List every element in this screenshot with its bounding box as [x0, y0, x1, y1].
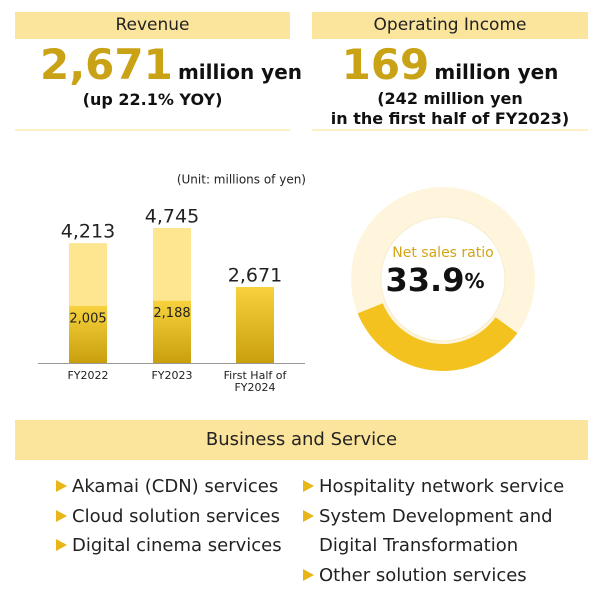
service-item: Other solution services	[303, 561, 599, 590]
value-label: 2,188	[153, 306, 190, 321]
donut-slice	[357, 303, 518, 371]
service-item: Akamai (CDN) services	[56, 472, 312, 501]
value-label: 4,213	[61, 221, 115, 243]
divider	[15, 129, 290, 131]
value-label: 2,671	[228, 265, 282, 287]
bar	[69, 305, 107, 363]
revenue-unit: million yen	[177, 60, 302, 84]
donut-title: Net sales ratio	[392, 245, 493, 261]
revenue-figure: 2,671 million yen	[40, 40, 302, 89]
revenue-header: Revenue	[15, 12, 290, 39]
chart: (Unit: millions of yen) 4,213 4,745 2,005 2…	[38, 173, 535, 371]
income-unit: million yen	[434, 60, 559, 84]
x-tick-label: FY2023	[151, 369, 193, 382]
donut-hole	[380, 216, 506, 342]
bar	[236, 287, 274, 363]
income-figure: 169 million yen	[312, 40, 588, 89]
service-item: Hospitality network service	[303, 472, 599, 501]
bar	[153, 300, 191, 363]
ratio-value: 33.9	[386, 261, 465, 299]
income-note-line: in the first half of FY2023)	[330, 109, 570, 128]
service-item: Digital cinema services	[56, 531, 312, 560]
donut-value: 33.9%	[386, 261, 485, 299]
income-note: (242 million yen in the first half of FY…	[312, 89, 588, 129]
divider	[312, 129, 588, 131]
value-label: 2,005	[69, 311, 106, 326]
service-item: Cloud solution services	[56, 502, 312, 531]
x-tick-label: FY2022	[67, 369, 109, 382]
service-item: System Development and Digital Transform…	[303, 502, 569, 560]
chart-subtitle: (Unit: millions of yen)	[177, 173, 306, 187]
x-tick-label: First Half of FY2024	[223, 369, 287, 394]
income-note-line: (242 million yen	[377, 89, 523, 108]
value-label: 4,745	[145, 206, 199, 228]
business-header: Business and Service	[15, 420, 588, 460]
ratio-unit: %	[464, 269, 484, 293]
income-header: Operating Income	[312, 12, 588, 39]
revenue-note: (up 22.1% YOY)	[82, 90, 223, 109]
income-value: 169	[341, 40, 430, 89]
revenue-value: 2,671	[40, 40, 173, 89]
